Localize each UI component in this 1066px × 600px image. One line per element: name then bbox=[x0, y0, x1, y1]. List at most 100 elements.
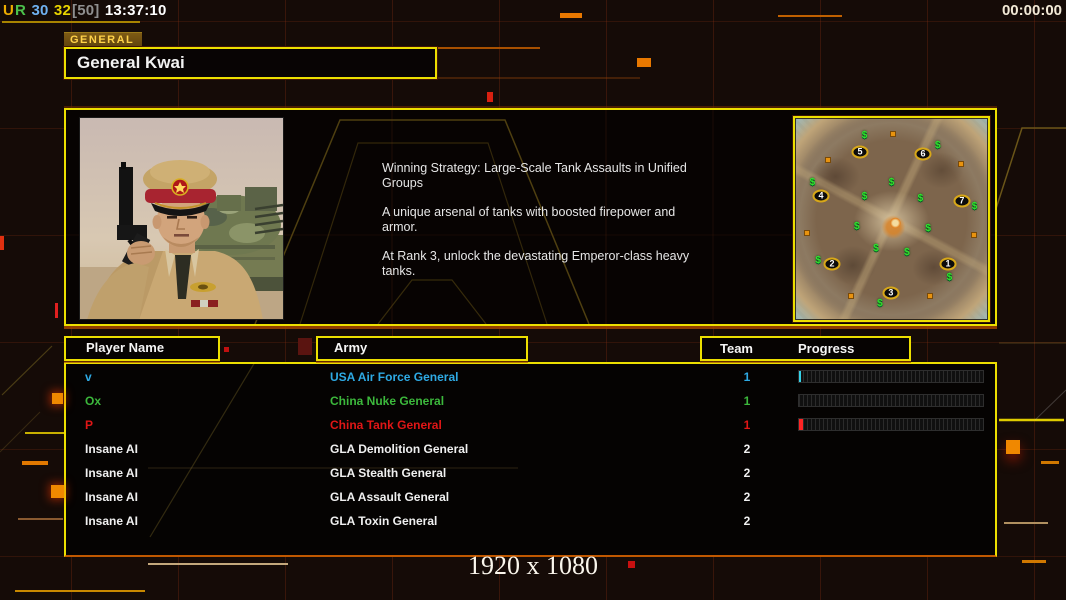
deco-orange-line bbox=[778, 15, 842, 17]
tech-building-marker: $ bbox=[971, 200, 978, 212]
player-name-cell: Insane AI bbox=[85, 514, 138, 528]
deco-red-dot bbox=[224, 347, 229, 352]
tech-building-marker: $ bbox=[853, 221, 860, 233]
spawn-point-3: 3 bbox=[882, 286, 900, 300]
deco-red-dash bbox=[55, 303, 58, 318]
progress-bar bbox=[798, 370, 984, 383]
supply-marker bbox=[971, 232, 978, 239]
army-cell: China Nuke General bbox=[330, 394, 445, 408]
team-cell: 1 bbox=[743, 394, 751, 408]
general-tab-label: GENERAL bbox=[64, 32, 143, 48]
player-name-cell: Insane AI bbox=[85, 442, 138, 456]
player-name-cell: Insane AI bbox=[85, 466, 138, 480]
debug-token: 30 bbox=[27, 2, 49, 19]
table-row: P China Tank General 1 bbox=[66, 414, 995, 438]
deco-orange-square bbox=[637, 58, 651, 67]
tech-building-marker: $ bbox=[861, 130, 868, 142]
spawn-point-5: 5 bbox=[851, 145, 869, 159]
deco-yellow-line bbox=[25, 432, 65, 434]
resolution-text: 1920 x 1080 bbox=[468, 551, 598, 580]
tech-building-marker: $ bbox=[809, 176, 816, 188]
pistol-art bbox=[87, 162, 155, 320]
team-cell: 2 bbox=[743, 514, 751, 528]
progress-bar bbox=[798, 394, 984, 407]
player-name-cell: Insane AI bbox=[85, 490, 138, 504]
supply-marker bbox=[927, 292, 934, 299]
tech-building-marker: $ bbox=[815, 255, 821, 267]
supply-marker bbox=[890, 131, 897, 138]
team-cell: 2 bbox=[743, 490, 751, 504]
tech-building-marker: $ bbox=[935, 140, 941, 152]
deco-orange-dash bbox=[1041, 461, 1059, 464]
army-cell: GLA Assault General bbox=[330, 490, 450, 504]
deco-tan-line bbox=[18, 518, 63, 520]
general-portrait-art bbox=[79, 117, 284, 320]
general-portrait bbox=[79, 117, 284, 320]
army-cell: USA Air Force General bbox=[330, 370, 459, 384]
general-name-title: General Kwai bbox=[64, 47, 437, 79]
header-player-name: Player Name bbox=[64, 336, 220, 361]
tech-building-marker: $ bbox=[861, 190, 868, 202]
deco-orange-line bbox=[340, 47, 540, 49]
supply-marker bbox=[824, 157, 831, 164]
deco-darkred-square bbox=[298, 338, 312, 355]
header-team: Team bbox=[720, 341, 753, 356]
team-cell: 1 bbox=[743, 370, 751, 384]
tech-building-marker: $ bbox=[888, 176, 895, 188]
deco-orange-line bbox=[22, 461, 48, 465]
header-army: Army bbox=[316, 336, 528, 361]
table-row: Ox China Nuke General 1 bbox=[66, 390, 995, 414]
table-row: Insane AI GLA Assault General 2 bbox=[66, 486, 995, 510]
debug-token: [50] bbox=[72, 2, 100, 19]
description-paragraph: A unique arsenal of tanks with boosted f… bbox=[382, 205, 676, 234]
tech-building-marker: $ bbox=[904, 247, 910, 259]
deco-red-dash bbox=[487, 92, 493, 102]
description-paragraph: At Rank 3, unlock the devastating Empero… bbox=[382, 249, 690, 278]
description-paragraph: Winning Strategy: Large-Scale Tank Assau… bbox=[382, 161, 687, 190]
deco-orange-dash bbox=[1022, 560, 1046, 563]
deco-tan-line bbox=[148, 563, 288, 565]
deco-yellow-line bbox=[15, 590, 145, 592]
deco-red-dot bbox=[628, 561, 635, 568]
table-decor bbox=[148, 364, 518, 538]
tech-building-marker: $ bbox=[873, 243, 879, 255]
tech-building-marker: $ bbox=[877, 297, 883, 309]
deco-orange-dash bbox=[560, 13, 582, 18]
player-rows: v USA Air Force General 1 Ox China Nuke Gene… bbox=[66, 366, 995, 534]
deco-orange-square bbox=[1006, 440, 1020, 454]
army-cell: GLA Stealth General bbox=[330, 466, 447, 480]
deco-tan-line bbox=[1004, 522, 1048, 524]
tech-building-marker: $ bbox=[946, 271, 953, 283]
table-row: Insane AI GLA Toxin General 2 bbox=[66, 510, 995, 534]
player-name-cell: P bbox=[85, 418, 94, 432]
team-cell: 1 bbox=[743, 418, 751, 432]
debug-underline bbox=[2, 21, 140, 23]
general-description: Winning Strategy: Large-Scale Tank Assau… bbox=[382, 161, 710, 293]
team-cell: 2 bbox=[743, 466, 751, 480]
supply-marker bbox=[803, 230, 810, 237]
spawn-point-6: 6 bbox=[914, 147, 932, 161]
deco-orange-square bbox=[51, 485, 64, 498]
tech-building-marker: $ bbox=[917, 192, 924, 204]
debug-token: 32 bbox=[49, 2, 71, 19]
army-cell: GLA Demolition General bbox=[330, 442, 469, 456]
team-cell: 2 bbox=[743, 442, 751, 456]
header-progress: Progress bbox=[798, 341, 855, 356]
progress-fill bbox=[799, 419, 804, 430]
table-row: Insane AI GLA Stealth General 2 bbox=[66, 462, 995, 486]
army-cell: GLA Toxin General bbox=[330, 514, 438, 528]
spawn-point-4: 4 bbox=[812, 189, 830, 203]
progress-bar bbox=[798, 418, 984, 431]
supply-marker bbox=[957, 161, 964, 168]
table-row: Insane AI GLA Demolition General 2 bbox=[66, 438, 995, 462]
debug-token: U bbox=[3, 2, 15, 19]
tech-building-marker: $ bbox=[925, 223, 931, 235]
debug-readout: UR 30 32[50] 13:37:10 bbox=[3, 2, 168, 19]
spawn-point-1: 1 bbox=[939, 257, 957, 271]
header-team-progress: Team Progress bbox=[700, 336, 911, 361]
debug-token: R bbox=[15, 2, 27, 19]
supply-marker bbox=[847, 292, 854, 299]
spawn-point-7: 7 bbox=[953, 194, 971, 208]
deco-red-dash bbox=[0, 236, 4, 250]
map-terrain: $ $ $ $ $ $ $ $ $ $ $ $ $ $1 2 3 4 5 6 7 bbox=[795, 118, 988, 320]
